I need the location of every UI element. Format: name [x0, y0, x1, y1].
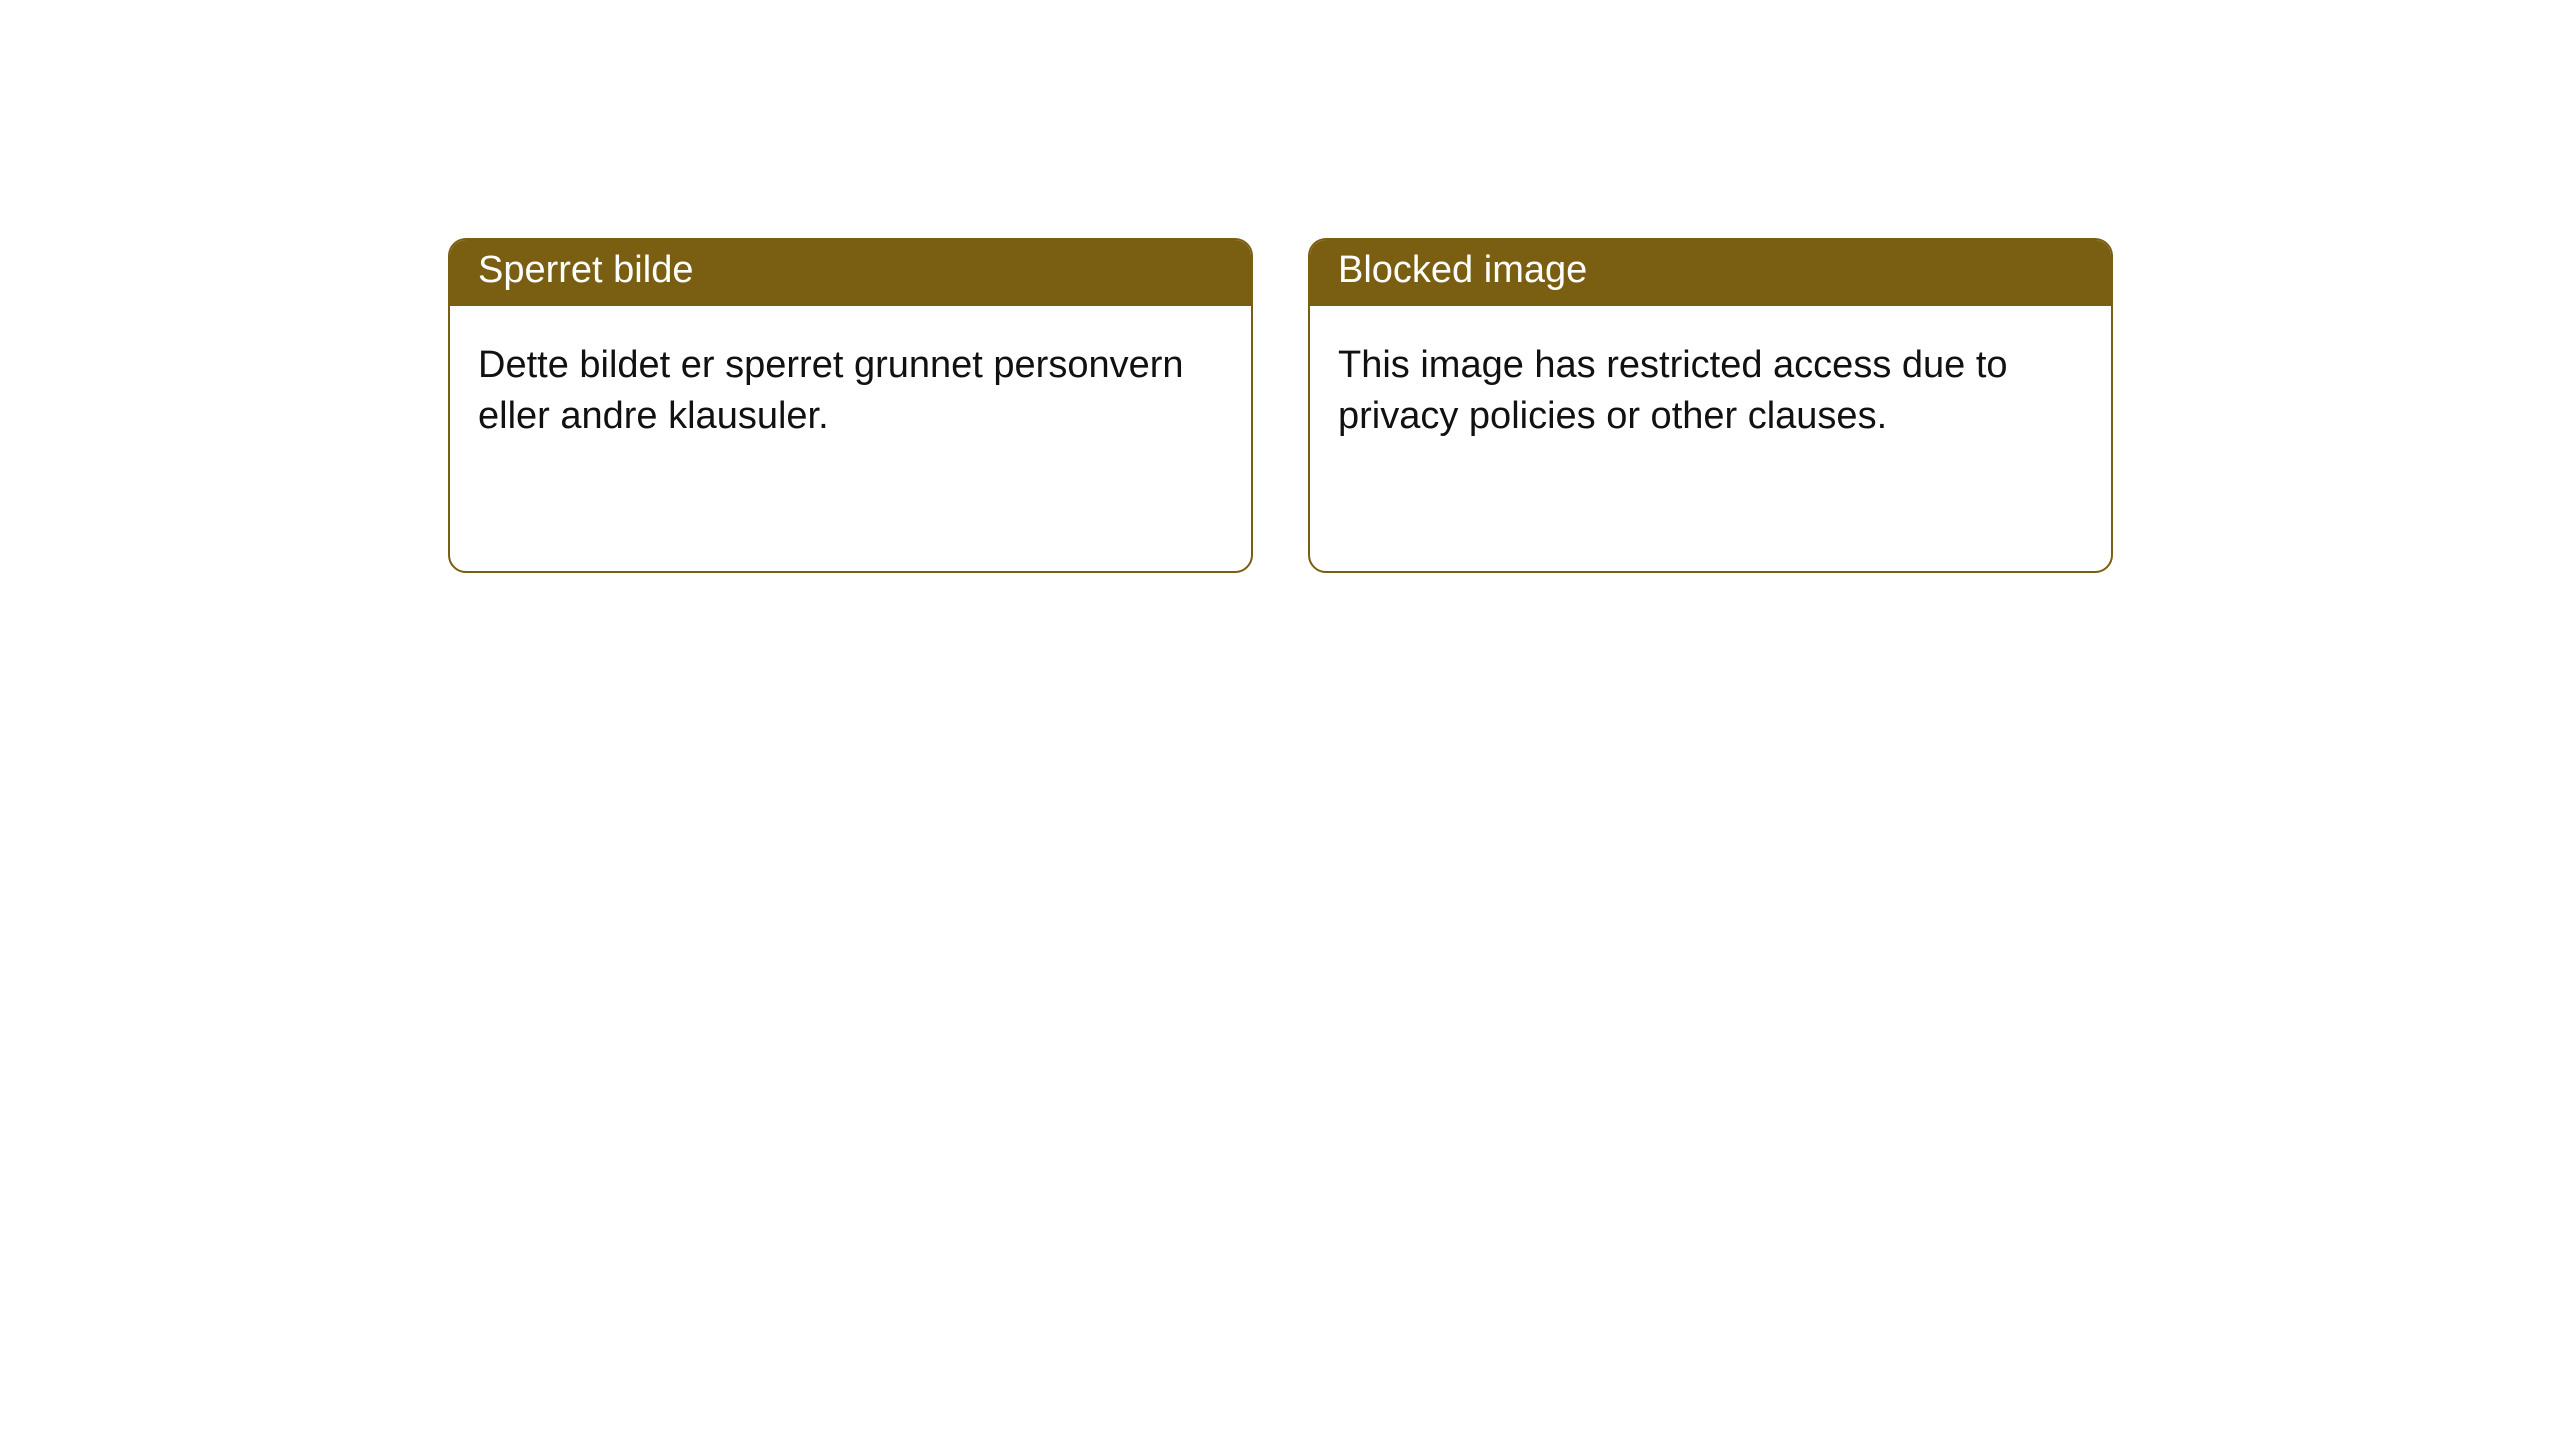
notice-card-title-en: Blocked image	[1310, 240, 2111, 306]
notice-card-title-no: Sperret bilde	[450, 240, 1251, 306]
notice-container: Sperret bilde Dette bildet er sperret gr…	[0, 0, 2560, 573]
notice-card-en: Blocked image This image has restricted …	[1308, 238, 2113, 573]
notice-card-body-en: This image has restricted access due to …	[1310, 306, 2111, 477]
notice-card-body-no: Dette bildet er sperret grunnet personve…	[450, 306, 1251, 477]
notice-card-no: Sperret bilde Dette bildet er sperret gr…	[448, 238, 1253, 573]
